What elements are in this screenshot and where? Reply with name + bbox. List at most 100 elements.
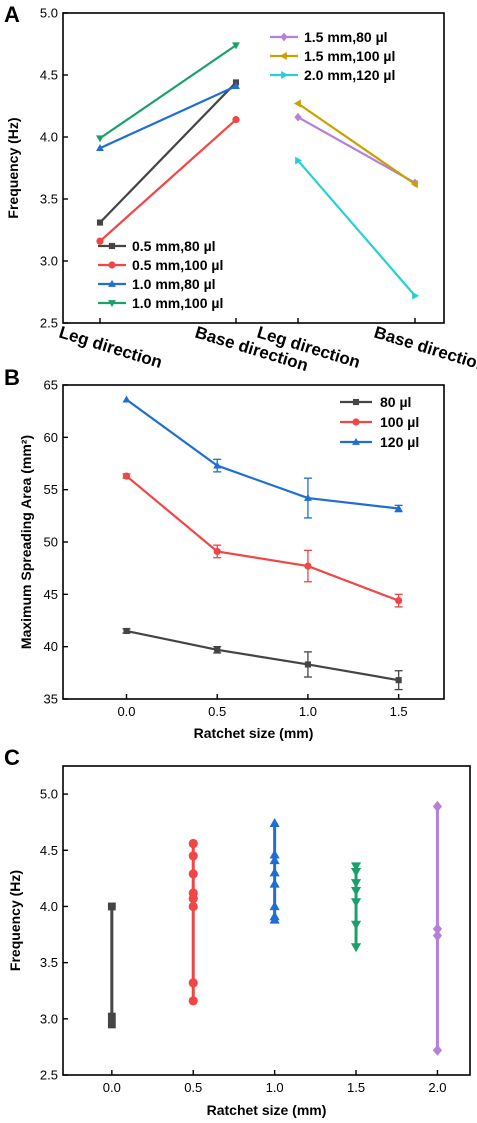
legend-marker [279, 52, 287, 60]
y-tick-label: 5.0 [40, 787, 58, 802]
data-point [269, 914, 280, 924]
data-point [304, 562, 312, 570]
series-0 [107, 902, 116, 1029]
data-point [269, 849, 280, 859]
data-point [395, 597, 403, 605]
x-tick-label: 1.0 [299, 704, 317, 719]
plot-frame-c [62, 765, 471, 1076]
panel-label-a: A [4, 2, 20, 27]
series-line [99, 44, 237, 140]
plot-frame-a [62, 12, 445, 324]
legend-label: 100 µl [380, 414, 419, 430]
series-0 [122, 627, 403, 691]
data-point [269, 878, 280, 888]
data-point [295, 156, 303, 165]
y-tick-label: 55 [44, 482, 58, 497]
data-point [96, 237, 104, 245]
y-tick-label: 4.5 [40, 843, 58, 858]
y-tick-label: 3.0 [40, 1011, 58, 1026]
legend-label: 1.0 mm,80 µl [132, 276, 216, 292]
plot-frame-b [62, 384, 445, 700]
data-point [96, 219, 104, 226]
data-point [188, 901, 198, 912]
y-tick-label: 65 [44, 378, 58, 393]
data-point [232, 42, 240, 50]
data-point [188, 838, 198, 849]
x-tick-label: 0.5 [208, 704, 226, 719]
series-1 [188, 838, 198, 1006]
x-tick-label: 0.0 [117, 704, 135, 719]
y-tick-label: 60 [44, 430, 58, 445]
data-point [188, 869, 198, 879]
y-tick-label: 40 [44, 639, 58, 654]
y-axis-title: Maximum Spreading Area (mm²) [18, 435, 34, 649]
y-tick-label: 35 [44, 692, 58, 707]
panel-label-b: B [4, 365, 20, 390]
data-point [123, 627, 130, 635]
data-point [350, 887, 362, 897]
series-4 [432, 800, 443, 1056]
y-tick-label: 2.5 [40, 1068, 58, 1083]
data-point [432, 930, 443, 942]
legend: 80 µl 100 µl 120 µl [340, 394, 419, 450]
data-point [350, 862, 362, 872]
data-point [395, 677, 402, 684]
data-point [232, 116, 240, 124]
x-tick-label: 0.0 [103, 1080, 121, 1095]
data-point [350, 867, 362, 877]
data-point [350, 879, 362, 889]
legend-label: 80 µl [380, 394, 411, 410]
data-point [188, 978, 198, 988]
legend-marker [108, 279, 116, 287]
y-tick-label: 2.5 [40, 316, 58, 331]
data-point [214, 646, 221, 653]
y-tick-label: 4.0 [40, 130, 58, 145]
series-line [297, 102, 416, 186]
data-point [269, 818, 280, 827]
x-tick-label: 1.5 [390, 704, 408, 719]
legend-0: 1.5 mm,80 µl 1.5 mm,100 µl 2.0 mm,120 µl [270, 29, 395, 83]
y-tick-label: 4.5 [40, 68, 58, 83]
y-tick-label: 3.5 [40, 955, 58, 970]
legend-marker [108, 300, 116, 308]
series-line [125, 398, 399, 510]
y-tick-label: 3.5 [40, 192, 58, 207]
data-point [269, 901, 280, 911]
legend-label: 1.5 mm,80 µl [304, 29, 388, 45]
series-1 [96, 116, 240, 245]
series-line [99, 81, 237, 224]
data-point [394, 504, 403, 512]
x-category-label: Base direction [372, 323, 477, 375]
data-point [350, 920, 362, 930]
legend-marker [281, 71, 289, 79]
data-point [107, 902, 116, 911]
y-axis-title: Frequency (Hz) [7, 870, 23, 971]
series-5 [293, 99, 418, 189]
data-point [432, 800, 443, 812]
data-point [350, 898, 362, 908]
x-category-label: Leg direction [57, 323, 165, 372]
series-3 [350, 862, 362, 953]
data-point [269, 867, 280, 877]
chart-panel-a: A 2.5 3.0 3.5 4.0 4.5 5.0 Leg direction Base dir… [4, 2, 477, 375]
data-point [213, 461, 222, 469]
x-axis-title: Ratchet size (mm) [207, 1102, 327, 1118]
chart-panel-c: C 2.5 3.0 3.5 4.0 4.5 5.0 0.0 0.5 1.0 1.5 2.0 Ratche… [4, 745, 471, 1118]
series-2 [122, 395, 403, 519]
legend-marker [108, 242, 116, 250]
legend-label: 1.5 mm,100 µl [304, 48, 395, 64]
series-2 [269, 818, 280, 924]
data-point [96, 135, 104, 143]
legend-marker [352, 398, 360, 406]
data-point [213, 547, 221, 556]
series-1 [122, 472, 403, 608]
y-tick-label: 50 [44, 535, 58, 550]
chart-panel-b: B 35 40 45 50 55 60 65 0.0 0.5 1.0 1.5 Ratchet size … [4, 365, 445, 741]
data-point [107, 1012, 116, 1021]
series-6 [295, 156, 420, 300]
series-line [125, 475, 400, 602]
data-point [122, 472, 131, 480]
y-tick-label: 3.0 [40, 254, 58, 269]
series-3 [96, 42, 240, 143]
data-point [432, 1044, 443, 1056]
